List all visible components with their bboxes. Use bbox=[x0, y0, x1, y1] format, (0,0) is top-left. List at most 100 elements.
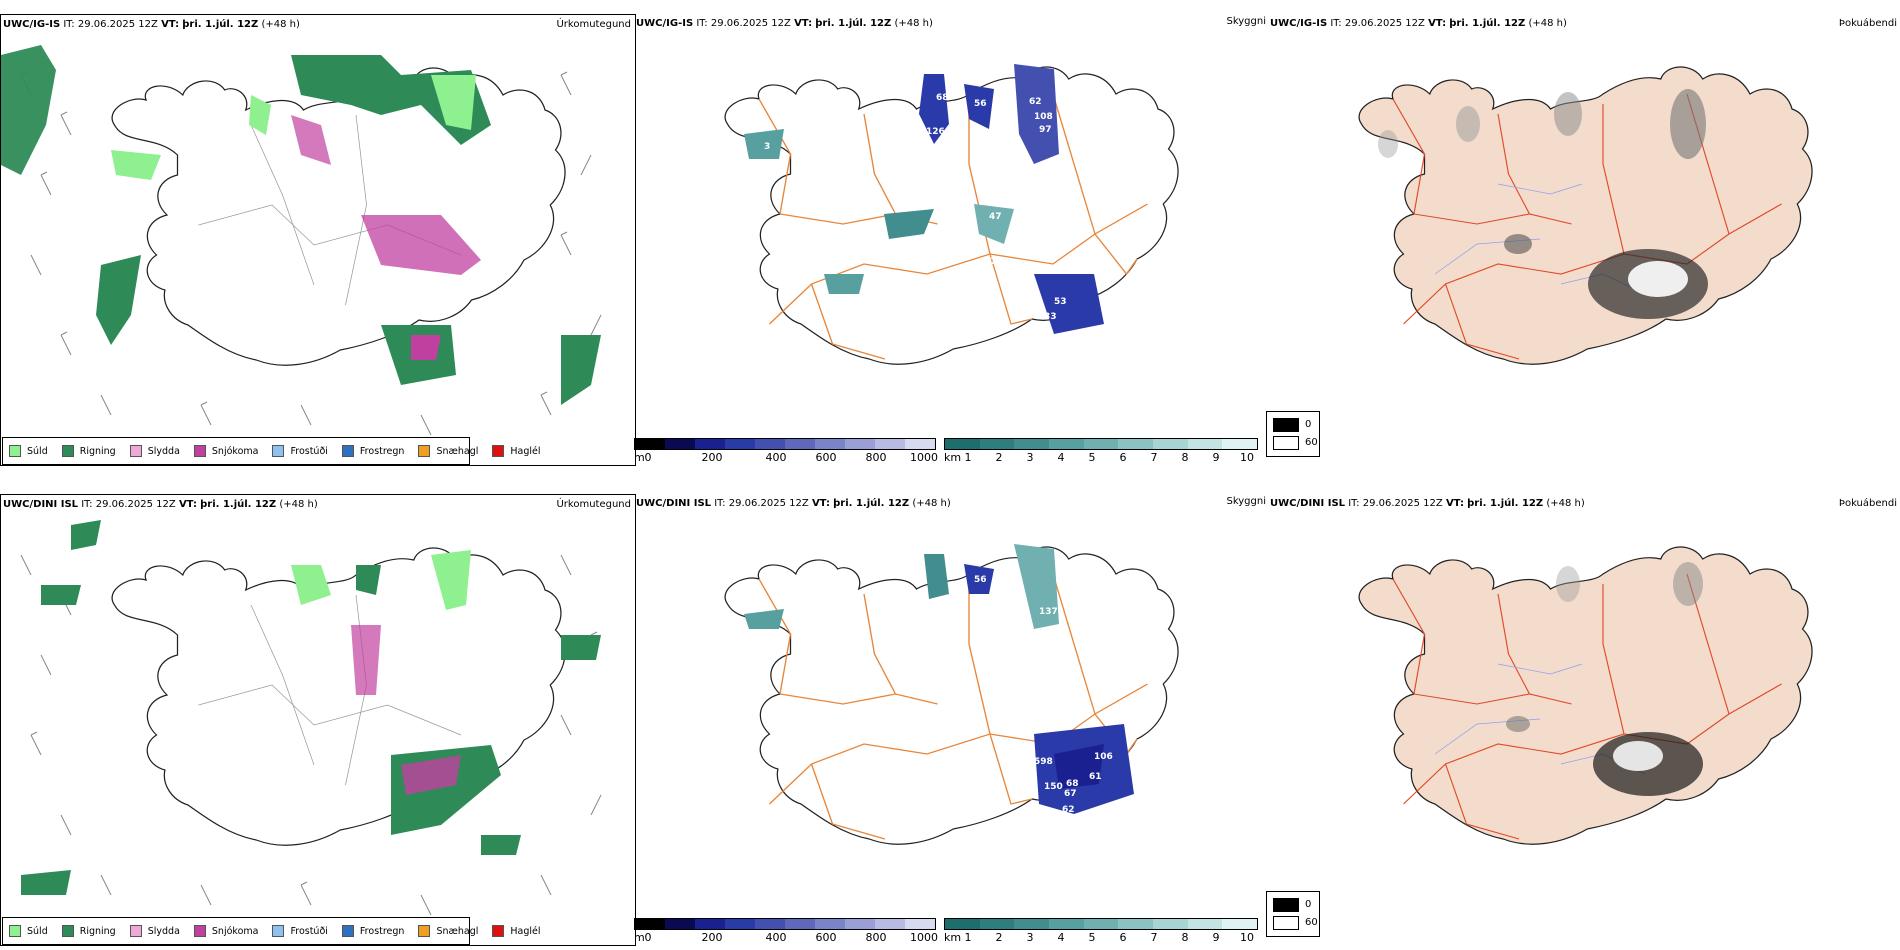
legend-swatch bbox=[61, 925, 74, 937]
cloudbase-swatch bbox=[815, 439, 845, 449]
fog-map bbox=[1358, 546, 1813, 845]
precip-map bbox=[1, 45, 602, 435]
panel-title: Skyggni bbox=[1226, 496, 1266, 507]
cloudbase-swatch bbox=[695, 919, 725, 929]
legend-swatch bbox=[418, 445, 431, 457]
precip-legend: Súld Rigning Slydda Snjókoma Frostúði Fr… bbox=[2, 917, 541, 945]
legend-swatch bbox=[129, 925, 142, 937]
legend-item: Frostregn bbox=[341, 445, 404, 457]
legend-item: Súld bbox=[9, 925, 48, 937]
panel-header: UWC/IG-IS IT: 29.06.2025 12Z VT: þri. 1.… bbox=[3, 19, 300, 30]
legend-swatch bbox=[341, 445, 354, 457]
tick-label: 600 bbox=[815, 931, 837, 944]
tick-label: 1000 bbox=[910, 451, 938, 464]
tick-label: 10 bbox=[1240, 931, 1254, 944]
fog-map bbox=[1358, 66, 1813, 365]
legend-item: Rigning bbox=[61, 445, 116, 457]
cloudbase-swatch bbox=[665, 439, 695, 449]
legend-item: Rigning bbox=[61, 925, 116, 937]
legend-item: Haglél bbox=[492, 445, 541, 457]
visibility-map: 68 56 62 108 97 126 53 33 47 37 32 3 bbox=[724, 64, 1179, 365]
tick-label: 6 bbox=[1119, 931, 1127, 944]
cloudbase-swatch bbox=[725, 919, 755, 929]
tick-label: 3 bbox=[1026, 931, 1034, 944]
cloudbase-swatch bbox=[875, 919, 905, 929]
cloud-label: 32 bbox=[1084, 257, 1097, 267]
legend-item: Frostúði bbox=[272, 925, 328, 937]
cloudbase-swatch bbox=[785, 439, 815, 449]
tick-label: 8 bbox=[1181, 451, 1189, 464]
tick-label: 4 bbox=[1057, 931, 1065, 944]
cloud-label: 598 bbox=[1034, 757, 1053, 767]
visibility-swatch bbox=[979, 439, 1015, 449]
precip-areas bbox=[21, 520, 601, 895]
tick-label: 200 bbox=[701, 931, 723, 944]
visibility-swatch bbox=[945, 439, 980, 449]
legend-swatch bbox=[193, 925, 206, 937]
legend-item: Súld bbox=[9, 445, 48, 457]
cloudbase-unit: m bbox=[634, 931, 645, 944]
tick-label: 1 bbox=[964, 931, 972, 944]
legend-item: Snæhagl bbox=[418, 925, 478, 937]
fog-shading bbox=[1506, 562, 1703, 796]
cloud-label: 97 bbox=[1039, 125, 1052, 135]
visibility-colorbar bbox=[944, 918, 1258, 930]
cloudbase-swatch bbox=[845, 439, 875, 449]
cloud-label: 67 bbox=[1064, 789, 1077, 799]
cloudbase-swatch bbox=[845, 919, 875, 929]
legend-item: Snjókoma bbox=[193, 925, 258, 937]
tick-label: 7 bbox=[1150, 451, 1158, 464]
legend-swatch bbox=[193, 445, 206, 457]
cloudbase-swatch bbox=[665, 919, 695, 929]
legend-item: Snjókoma bbox=[193, 445, 258, 457]
visibility-swatch bbox=[945, 919, 980, 929]
legend-item: Frostúði bbox=[272, 445, 328, 457]
cloud-label: 137 bbox=[1039, 607, 1058, 617]
cloud-label: 126 bbox=[926, 127, 945, 137]
legend-item: Haglél bbox=[492, 925, 541, 937]
cloudbase-swatch bbox=[695, 439, 725, 449]
panel-header: UWC/DINI ISL IT: 29.06.2025 12Z VT: þri.… bbox=[3, 499, 318, 510]
tick-label: 9 bbox=[1212, 931, 1220, 944]
visibility-panel-top: UWC/IG-IS IT: 29.06.2025 12Z VT: þri. 1.… bbox=[634, 14, 1268, 464]
panel-header: UWC/DINI ISL IT: 29.06.2025 12Z VT: þri.… bbox=[636, 498, 951, 509]
visibility-swatch bbox=[1222, 919, 1258, 929]
low-cloud-areas bbox=[744, 64, 1104, 334]
legend-swatch bbox=[341, 925, 354, 937]
cloud-label: 68 bbox=[936, 93, 949, 103]
tick-label: 800 bbox=[865, 931, 887, 944]
cloud-label: 37 bbox=[984, 257, 997, 267]
cloudbase-swatch bbox=[755, 439, 785, 449]
precip-panel-bottom: UWC/DINI ISL IT: 29.06.2025 12Z VT: þri.… bbox=[0, 494, 636, 946]
fog-swatch-high bbox=[1273, 418, 1299, 432]
tick-label: 8 bbox=[1181, 931, 1189, 944]
cloud-label: 62 bbox=[1029, 97, 1042, 107]
visibility-swatch bbox=[1153, 919, 1188, 929]
tick-label: 2 bbox=[995, 451, 1003, 464]
legend-swatch bbox=[418, 925, 431, 937]
cloud-label: 108 bbox=[1034, 112, 1053, 122]
legend-item: Slydda bbox=[129, 925, 180, 937]
precip-legend: Súld Rigning Slydda Snjókoma Frostúði Fr… bbox=[2, 437, 541, 465]
cloud-label: 47 bbox=[989, 212, 1002, 222]
tick-label: 4 bbox=[1057, 451, 1065, 464]
legend-swatch bbox=[61, 445, 74, 457]
cloud-label: 56 bbox=[974, 99, 987, 109]
cloud-label: 150 bbox=[1044, 782, 1063, 792]
tick-label: 2 bbox=[995, 931, 1003, 944]
visibility-swatch bbox=[1118, 439, 1154, 449]
cloudbase-swatch bbox=[815, 919, 845, 929]
cloudbase-swatch bbox=[755, 919, 785, 929]
visibility-swatch bbox=[1083, 439, 1119, 449]
panel-header: UWC/IG-IS IT: 29.06.2025 12Z VT: þri. 1.… bbox=[1270, 18, 1567, 29]
legend-swatch bbox=[492, 445, 505, 457]
panel-title: Úrkomutegund bbox=[556, 499, 631, 510]
fog-panel-top: UWC/IG-IS IT: 29.06.2025 12Z VT: þri. 1.… bbox=[1268, 14, 1900, 464]
cloudbase-swatch bbox=[905, 919, 935, 929]
tick-label: 800 bbox=[865, 451, 887, 464]
cloud-label: 53 bbox=[1054, 297, 1067, 307]
tick-label: 7 bbox=[1150, 931, 1158, 944]
visibility-swatch bbox=[1049, 439, 1084, 449]
legend-item: Slydda bbox=[129, 445, 180, 457]
visibility-swatch bbox=[979, 919, 1015, 929]
